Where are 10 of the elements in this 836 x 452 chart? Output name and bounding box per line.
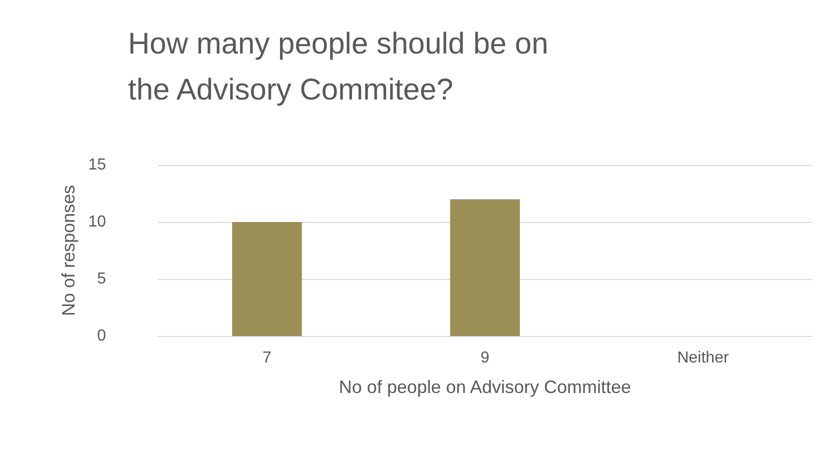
y-tick-label: 15 <box>88 156 106 174</box>
y-tick-label: 5 <box>97 270 106 288</box>
x-tick-label: 9 <box>480 350 490 366</box>
y-axis-title: No of responses <box>58 184 78 316</box>
chart-title: How many people should be on the Advisory Commitee? <box>128 28 557 106</box>
x-axis-title: No of people on Advisory Committee <box>338 377 632 397</box>
x-tick-label: Neither <box>677 350 730 366</box>
x-tick-label: 7 <box>262 350 272 366</box>
y-tick-label: 10 <box>88 214 106 230</box>
y-tick-label: 0 <box>97 328 106 344</box>
